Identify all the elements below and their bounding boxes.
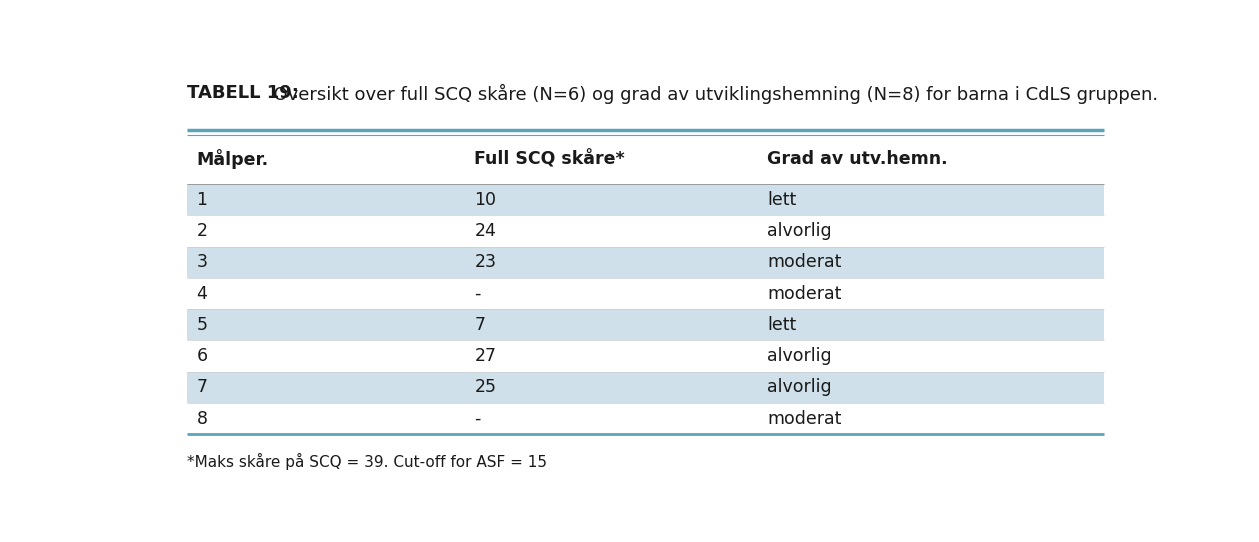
Text: lett: lett — [767, 191, 797, 209]
Text: 5: 5 — [196, 316, 208, 334]
Text: 1: 1 — [196, 191, 208, 209]
Text: 4: 4 — [196, 285, 208, 302]
Bar — [186, 309, 1104, 340]
Text: Full SCQ skåre*: Full SCQ skåre* — [475, 150, 626, 168]
Text: 7: 7 — [196, 378, 208, 396]
Text: 7: 7 — [475, 316, 486, 334]
Bar — [186, 184, 1104, 215]
Bar — [186, 372, 1104, 403]
Text: 25: 25 — [475, 378, 496, 396]
Text: *Maks skåre på SCQ = 39. Cut-off for ASF = 15: *Maks skåre på SCQ = 39. Cut-off for ASF… — [186, 453, 546, 470]
Text: 23: 23 — [475, 253, 496, 271]
Text: moderat: moderat — [767, 285, 841, 302]
Text: 8: 8 — [196, 410, 208, 428]
Text: 27: 27 — [475, 347, 496, 365]
Text: TABELL 19:: TABELL 19: — [186, 84, 298, 102]
Text: alvorlig: alvorlig — [767, 222, 832, 240]
Text: 24: 24 — [475, 222, 496, 240]
Text: Oversikt over full SCQ skåre (N=6) og grad av utviklingshemning (N=8) for barna : Oversikt over full SCQ skåre (N=6) og gr… — [262, 84, 1158, 104]
Text: 2: 2 — [196, 222, 208, 240]
Text: Grad av utv.hemn.: Grad av utv.hemn. — [767, 150, 948, 168]
Text: moderat: moderat — [767, 410, 841, 428]
Text: 10: 10 — [475, 191, 496, 209]
Text: alvorlig: alvorlig — [767, 378, 832, 396]
Text: lett: lett — [767, 316, 797, 334]
Text: Målper.: Målper. — [196, 149, 268, 169]
Text: alvorlig: alvorlig — [767, 347, 832, 365]
Text: -: - — [475, 285, 481, 302]
Bar — [186, 247, 1104, 278]
Text: -: - — [475, 410, 481, 428]
Text: 6: 6 — [196, 347, 208, 365]
Text: 3: 3 — [196, 253, 208, 271]
Text: moderat: moderat — [767, 253, 841, 271]
